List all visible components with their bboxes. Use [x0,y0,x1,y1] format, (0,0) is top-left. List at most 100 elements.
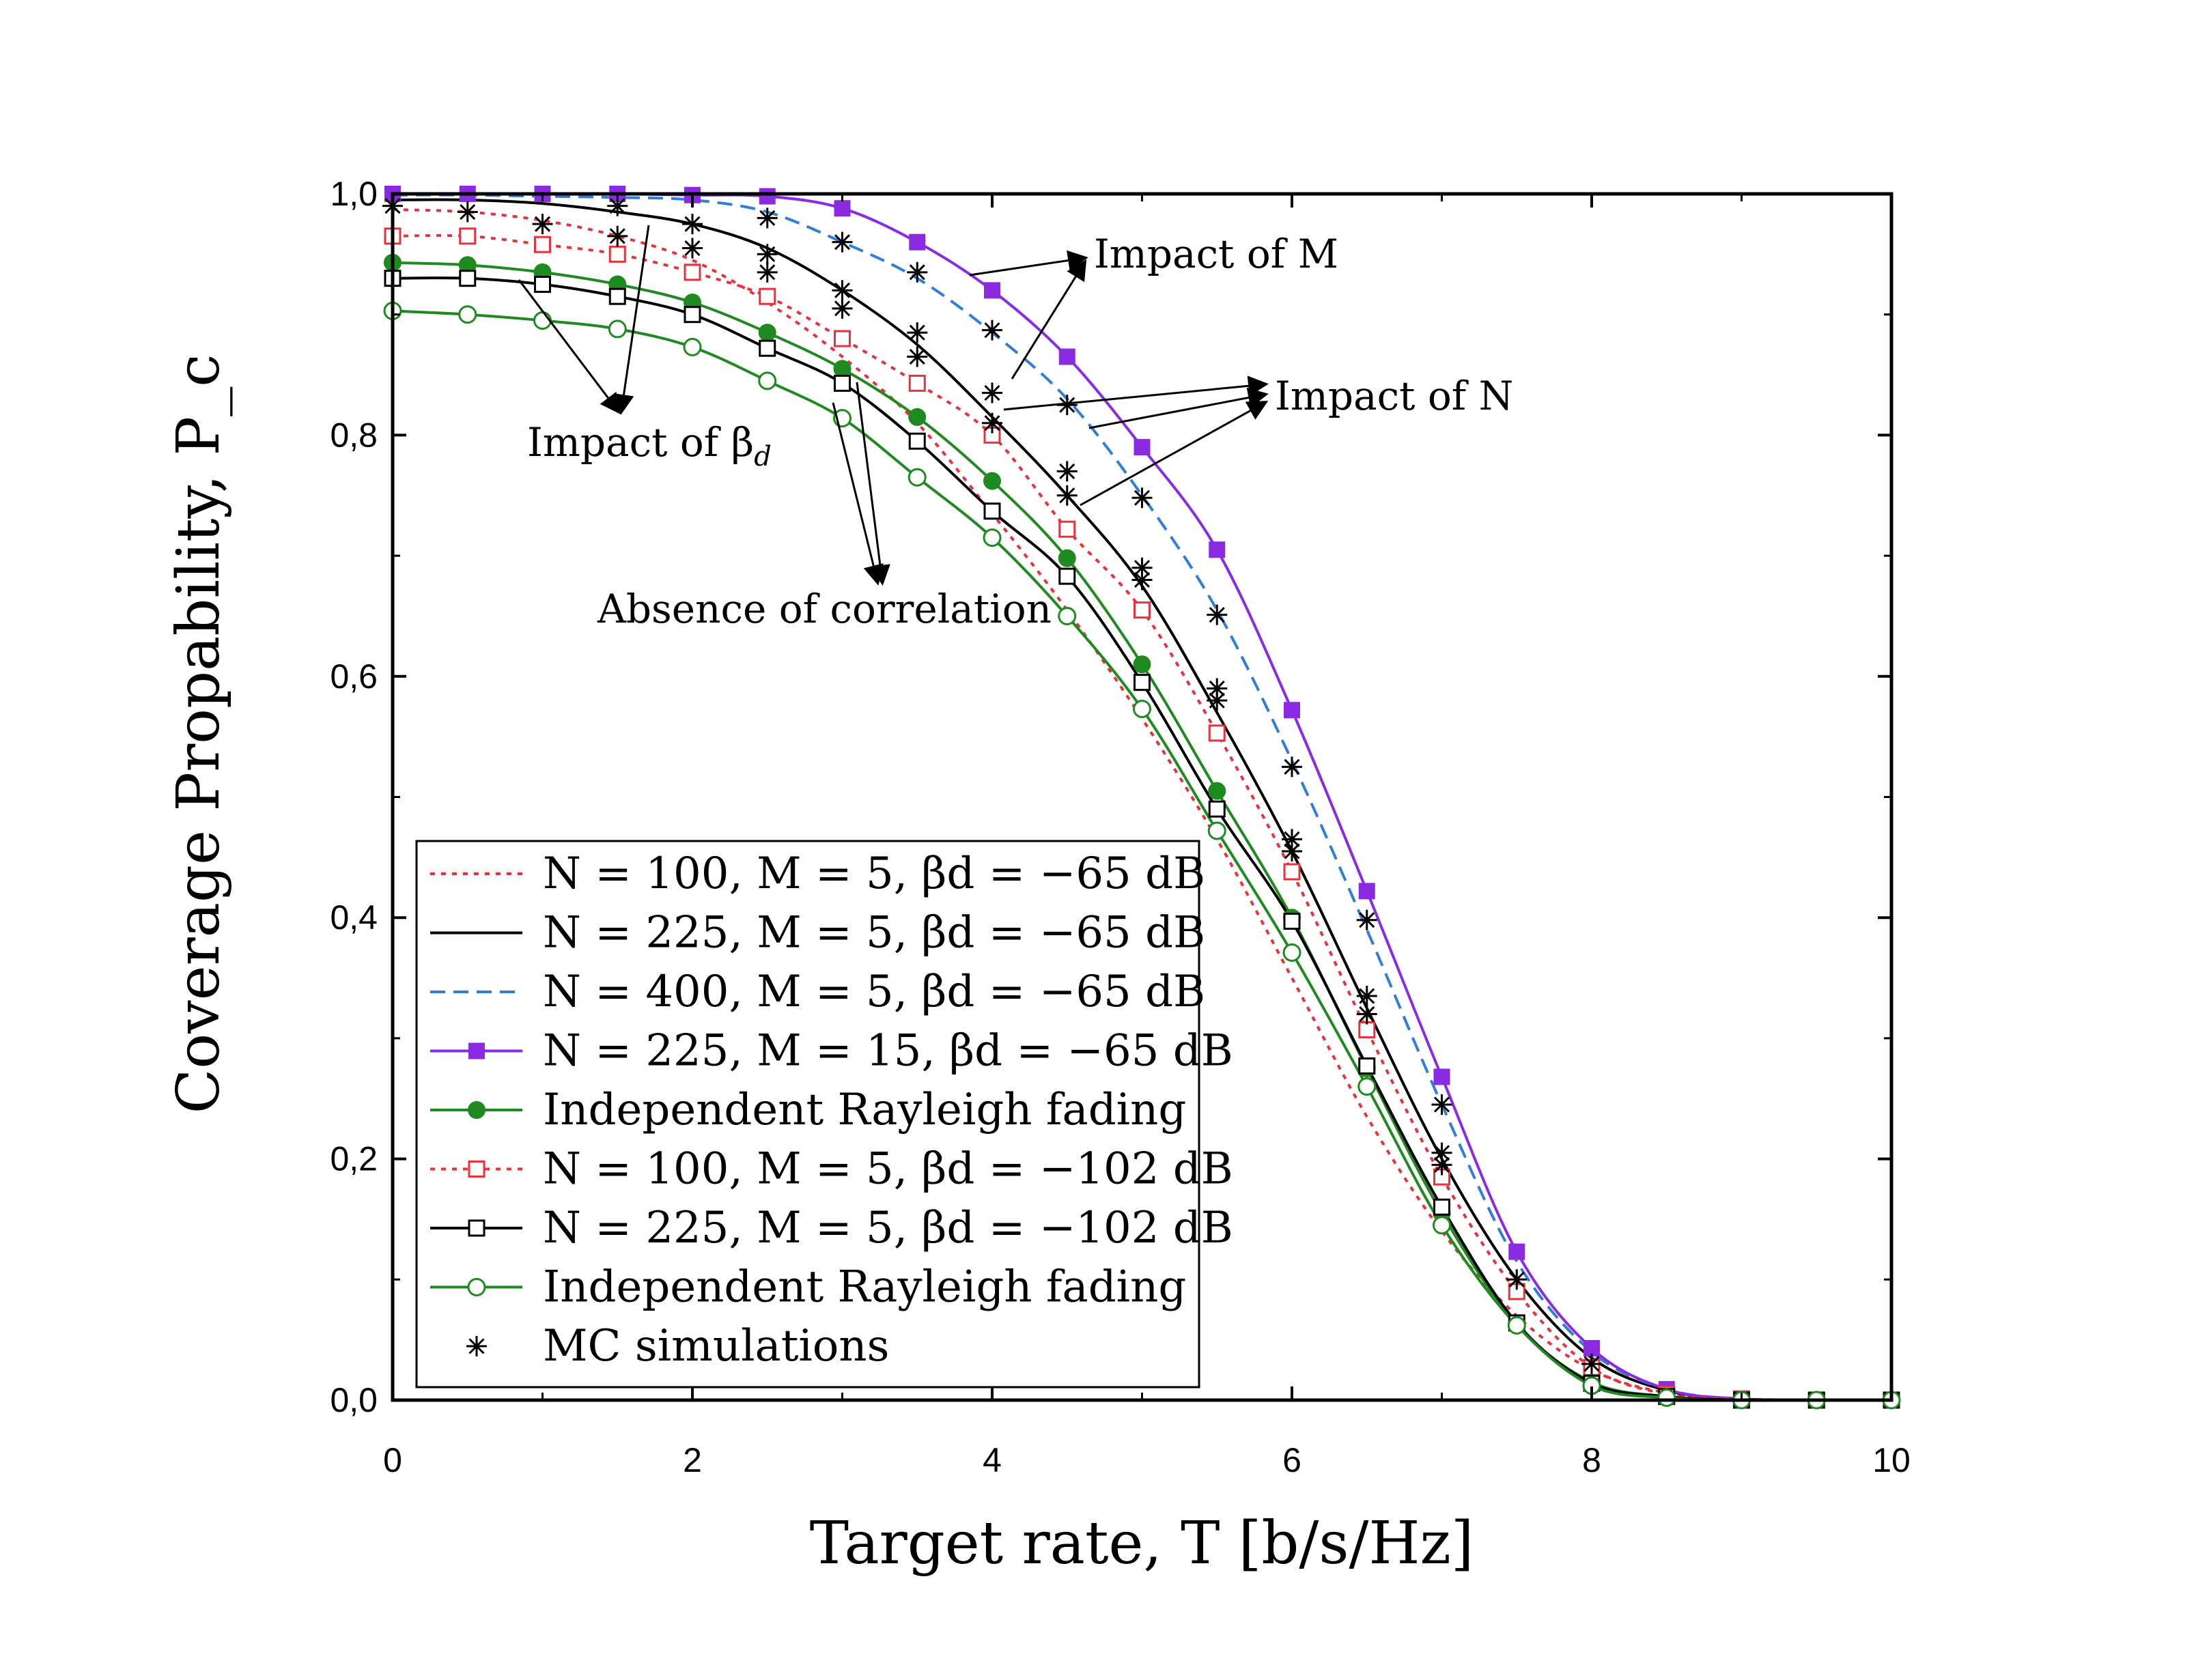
legend-entry-1: N = 100, M = 5, βd = −65 dB [430,849,1205,899]
data-point-series-5 [1058,549,1076,567]
data-point-series-6 [1283,863,1301,881]
mc-simulation-point [1056,461,1078,482]
mc-simulation-point [1207,604,1228,625]
mc-simulation-point [607,195,628,216]
data-point-series-8 [907,468,927,487]
legend-entry-5: Independent Rayleigh fading [430,1085,1186,1135]
data-point-series-8 [1282,943,1301,962]
data-point-series-8 [1357,1077,1377,1096]
legend-entry-6: N = 100, M = 5, βd = −102 dB [430,1144,1233,1195]
mc-simulation-point [1356,909,1377,930]
data-point-series-7 [983,502,1001,520]
svg-text:Impact of M: Impact of M [1094,231,1338,277]
y-tick-label: 0,2 [330,1140,378,1178]
data-point-series-4 [759,188,776,205]
mc-simulation-point [607,225,628,246]
y-tick-label: 0,4 [330,898,378,937]
y-tick-label: 0,0 [330,1381,378,1419]
x-tick-label: 0 [383,1441,402,1479]
mc-simulation-point [1506,1269,1528,1290]
legend-marker-mc [466,1336,487,1356]
mc-simulation-point [832,298,853,319]
data-point-series-4 [1433,1068,1450,1085]
annotation-impact-N: Impact of N [1003,373,1513,507]
legend-entry-9: MC simulations [466,1321,889,1371]
y-axis-title: Coverage Propability, P_c [165,354,233,1114]
data-point-series-5 [1208,782,1226,800]
data-point-series-7 [908,432,926,450]
data-point-series-8 [1133,700,1151,719]
data-point-series-6 [1134,601,1151,619]
mc-simulation-point [682,238,703,259]
y-tick-label: 1,0 [330,175,378,213]
legend-entry-2: N = 225, M = 5, βd = −65 dB [430,908,1205,958]
legend-entry-7: N = 225, M = 5, βd = −102 dB [430,1203,1233,1253]
data-point-series-8 [983,528,1002,547]
data-point-series-5 [833,360,851,378]
mc-simulation-point [1056,395,1078,416]
data-point-series-8 [1058,606,1077,625]
mc-simulation-point [907,346,928,367]
mc-simulation-point [907,261,928,283]
data-point-series-7 [534,276,551,294]
mc-simulation-point [1282,829,1302,850]
legend-label: Independent Rayleigh fading [543,1085,1186,1135]
svg-text:Impact of βd: Impact of βd [527,419,772,472]
annotation-impact-beta: Impact of βd [518,225,772,472]
mc-simulation-point [1356,1003,1377,1025]
legend-label: N = 100, M = 5, βd = −102 dB [543,1144,1233,1195]
y-tick-label: 0,6 [330,657,378,696]
data-point-series-4 [1134,439,1151,456]
mc-simulation-point [1207,678,1228,699]
data-point-series-8 [533,311,552,330]
mc-simulation-point [1356,986,1377,1007]
mc-simulation-point [982,319,1002,341]
data-point-series-5 [983,472,1001,490]
data-point-series-7 [1358,1057,1376,1075]
legend-marker [468,1101,485,1119]
x-tick-label: 6 [1282,1441,1301,1479]
series-line-3 [393,194,1891,1400]
data-point-series-8 [683,337,702,356]
legend-marker [468,1161,485,1178]
data-point-series-7 [1208,800,1226,818]
mc-simulation-point [832,231,853,253]
data-point-series-6 [759,287,776,305]
data-point-series-8 [1657,1388,1676,1407]
x-axis-title: Target rate, T [b/s/Hz] [810,1509,1474,1578]
mc-simulation-point [907,322,928,343]
legend-label: N = 225, M = 15, βd = −65 dB [543,1026,1233,1077]
series-line-7 [393,276,1891,1400]
legend-entry-8: Independent Rayleigh fading [430,1262,1186,1313]
data-point-series-6 [1208,724,1226,742]
mc-simulation-point [1056,485,1078,506]
legend-label: N = 100, M = 5, βd = −65 dB [543,849,1205,899]
series-line-8 [393,309,1891,1400]
data-point-series-7 [759,339,776,357]
series-line-2 [393,198,1891,1400]
data-point-series-4 [1284,702,1300,719]
x-tick-label: 8 [1582,1441,1601,1479]
legend-label: N = 400, M = 5, βd = −65 dB [543,967,1205,1017]
data-point-series-4 [1508,1243,1525,1260]
svg-text:Impact of N: Impact of N [1275,373,1513,419]
data-point-series-7 [608,287,626,305]
data-point-series-8 [1507,1315,1526,1335]
data-point-series-8 [608,319,627,339]
data-point-series-6 [908,374,926,392]
data-point-series-7 [1283,913,1301,930]
data-point-series-7 [684,306,701,324]
legend-marker [468,1042,485,1059]
mc-simulation-point [1282,756,1302,778]
mc-simulation-point [982,382,1002,403]
mc-simulation-point [757,261,778,283]
mc-simulation-point [1131,487,1153,509]
mc-simulation-point [982,412,1002,433]
x-tick-label: 2 [683,1441,702,1479]
mc-simulation-point [682,214,703,235]
mc-simulation-point [1581,1353,1602,1374]
series-line-6 [393,233,1891,1400]
legend-box [415,840,1200,1389]
mc-simulation-point [532,214,553,235]
